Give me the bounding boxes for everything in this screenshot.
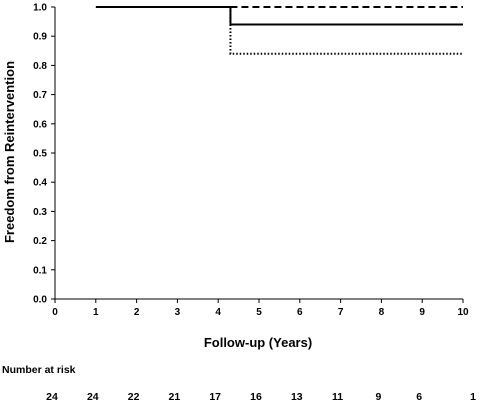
y-tick-label: 0.5 — [33, 149, 47, 160]
y-tick-label: 0.0 — [33, 295, 47, 306]
number-at-risk-value: 1 — [470, 391, 476, 403]
x-tick-label: 5 — [256, 307, 262, 318]
y-tick-label: 0.3 — [33, 207, 47, 218]
axes-layer — [51, 6, 464, 303]
y-tick-label: 0.9 — [33, 32, 47, 43]
series-line-dotted — [229, 7, 463, 55]
number-at-risk-value: 11 — [332, 391, 343, 403]
y-tick-label: 0.1 — [33, 265, 47, 276]
x-tick-label: 9 — [419, 307, 425, 318]
x-tick-label: 0 — [52, 307, 58, 318]
y-tick-label: 0.6 — [33, 119, 47, 130]
y-tick-label: 0.7 — [33, 90, 47, 101]
x-tick-label: 6 — [297, 307, 303, 318]
number-at-risk-value: 17 — [209, 391, 221, 403]
x-tick-label: 2 — [134, 307, 140, 318]
labels-layer: 0.0 0.1 0.2 0.3 0.4 0.5 0.6 0.7 0.8 0.9 1.0 0 1 2 3 4 5 6… — [33, 3, 476, 404]
number-at-risk-value: 22 — [128, 391, 140, 403]
number-at-risk-value: 24 — [46, 391, 58, 403]
number-at-risk-value: 9 — [375, 391, 381, 403]
number-at-risk-value: 24 — [87, 391, 99, 403]
x-tick-label: 4 — [215, 307, 221, 318]
y-axis-title: Freedom from Reintervention — [2, 61, 17, 243]
number-at-risk-value: 13 — [291, 391, 303, 403]
number-at-risk-value: 21 — [169, 391, 181, 403]
x-tick-label: 10 — [457, 307, 469, 318]
y-tick-label: 1.0 — [33, 3, 47, 14]
x-tick-label: 8 — [379, 307, 385, 318]
number-at-risk-value: 6 — [416, 391, 422, 403]
number-at-risk-value: 16 — [250, 391, 262, 403]
x-tick-label: 1 — [93, 307, 99, 318]
x-tick-label: 7 — [338, 307, 344, 318]
number-at-risk-label: Number at risk — [2, 364, 76, 376]
series-line-solid — [95, 6, 463, 26]
x-tick-label: 3 — [175, 307, 181, 318]
series-layer — [95, 6, 463, 55]
y-tick-label: 0.2 — [33, 236, 47, 247]
x-axis-title: Follow-up (Years) — [204, 335, 312, 350]
y-tick-label: 0.4 — [33, 178, 47, 189]
y-tick-label: 0.8 — [33, 61, 47, 72]
